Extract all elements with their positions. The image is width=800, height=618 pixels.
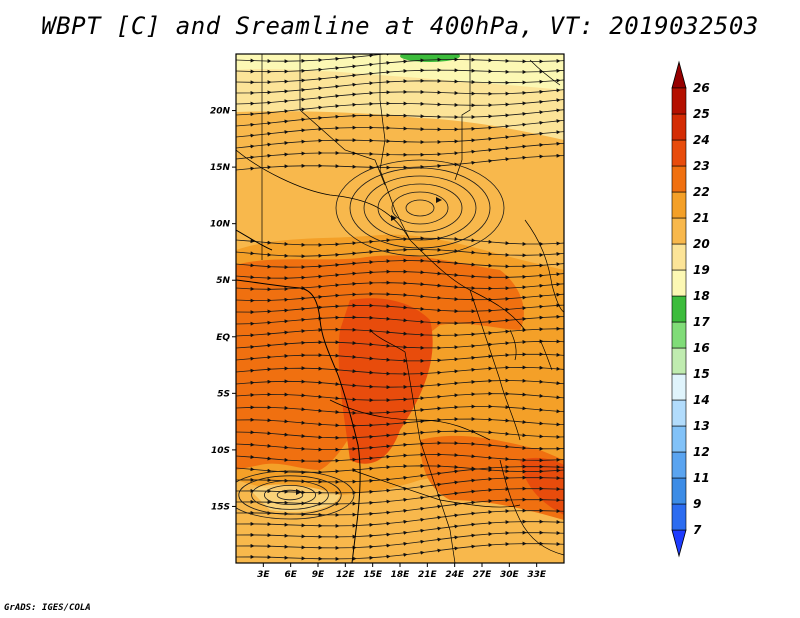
lon-tick-label: 3E <box>257 570 270 580</box>
streamline-arrow <box>391 215 397 221</box>
colorbar-label: 18 <box>693 289 710 303</box>
lat-tick-label: 5S <box>217 389 230 399</box>
colorbar: 7 9 11 12 13 14 15 16 17 18 19 20 21 22 23 24 25 26 <box>671 60 710 558</box>
streamline <box>236 541 564 561</box>
lon-tick-label: 6E <box>284 570 297 580</box>
longitude-axis: 3E 6E 9E 12E 15E 18E 21E 24E 27E 30E 33E <box>257 563 547 580</box>
colorbar-swatch <box>671 321 687 349</box>
colorbar-label: 17 <box>693 315 710 329</box>
streamline-vortex <box>236 470 355 520</box>
streamline <box>236 339 564 350</box>
footer-credit: GrADS: IGES/COLA <box>4 603 91 613</box>
streamline-arrow <box>436 197 442 203</box>
streamline <box>236 352 564 363</box>
streamline <box>236 441 564 452</box>
colorbar-label: 14 <box>693 393 710 407</box>
streamline-vortex <box>349 167 491 249</box>
colorbar-label: 12 <box>693 445 710 459</box>
streamline <box>236 391 564 403</box>
colorbar-label: 20 <box>693 237 710 251</box>
streamline-vortex <box>263 484 316 505</box>
lat-tick-label: 15N <box>210 163 231 173</box>
colorbar-label: 23 <box>693 159 710 173</box>
streamline <box>236 153 564 171</box>
lon-tick-label: 21E <box>418 570 438 580</box>
colorbar-swatch <box>671 269 687 297</box>
streamline-vortex <box>335 159 505 257</box>
colorbar-label: 25 <box>693 107 710 121</box>
colorbar-swatch <box>671 373 687 401</box>
latitude-axis: 20N 15N 10N 5N EQ 5S 10S 15S <box>210 107 236 512</box>
colorbar-swatch <box>671 347 687 375</box>
colorbar-swatch <box>671 425 687 453</box>
colorbar-swatch <box>671 399 687 427</box>
lon-tick-label: 15E <box>363 570 383 580</box>
lon-tick-label: 27E <box>473 570 493 580</box>
lat-tick-label: 15S <box>211 502 230 512</box>
streamline <box>236 269 564 281</box>
streamlines <box>236 54 564 561</box>
lat-tick-label: 10S <box>211 446 230 456</box>
streamline-arrow <box>296 489 302 495</box>
colorbar-label: 19 <box>693 263 710 277</box>
streamline <box>236 378 564 390</box>
streamline <box>236 365 564 377</box>
streamline-vortex <box>238 475 342 515</box>
streamline <box>236 326 564 338</box>
lat-tick-label: 20N <box>210 107 231 117</box>
colorbar-swatch <box>671 113 687 141</box>
streamline <box>236 258 564 270</box>
colorbar-label: 7 <box>693 523 702 537</box>
lat-tick-label: 10N <box>210 220 231 230</box>
colorbar-swatch <box>671 165 687 193</box>
colorbar-label: 21 <box>693 211 710 225</box>
streamline <box>236 314 564 326</box>
lon-tick-label: 18E <box>391 570 411 580</box>
colorbar-label: 13 <box>693 419 710 433</box>
colorbar-label: 24 <box>693 133 710 147</box>
streamline <box>236 280 564 292</box>
streamline <box>236 416 564 428</box>
streamline-vortex <box>276 489 304 501</box>
colorbar-label: 22 <box>693 185 710 199</box>
colorbar-swatch <box>671 191 687 219</box>
colorbar-swatch <box>671 217 687 245</box>
streamline-vortex <box>405 199 435 217</box>
colorbar-under-arrow <box>671 529 687 558</box>
colorbar-swatch <box>671 139 687 167</box>
lat-tick-label: EQ <box>216 333 230 343</box>
streamline <box>236 247 564 259</box>
streamline <box>236 452 564 464</box>
colorbar-over-arrow <box>671 60 687 89</box>
colorbar-label: 26 <box>693 81 710 95</box>
colorbar-label: 16 <box>693 341 710 355</box>
streamline <box>236 303 564 315</box>
colorbar-swatch <box>671 295 687 323</box>
streamline-vortex <box>391 191 449 225</box>
lon-tick-label: 12E <box>336 570 356 580</box>
colorbar-label: 15 <box>693 367 710 381</box>
colorbar-label: 11 <box>693 471 710 485</box>
lat-tick-label: 5N <box>216 276 230 286</box>
wbpt-field <box>236 54 564 563</box>
map-title: WBPT [C] and Sreamline at 400hPa, VT: 20… <box>41 12 759 40</box>
colorbar-swatch <box>671 477 687 505</box>
coastlines-borders <box>236 54 564 563</box>
lon-tick-label: 33E <box>527 570 547 580</box>
lon-tick-label: 9E <box>312 570 325 580</box>
colorbar-swatch <box>671 243 687 271</box>
colorbar-swatch <box>671 451 687 479</box>
streamline <box>236 429 564 440</box>
colorbar-label: 9 <box>693 497 701 511</box>
streamline-vortex <box>251 480 329 510</box>
streamline-vortex <box>363 175 477 241</box>
streamline <box>236 291 564 303</box>
streamline <box>236 404 564 416</box>
colorbar-swatch <box>671 503 687 531</box>
lon-tick-label: 30E <box>500 570 520 580</box>
colorbar-swatch <box>671 87 687 115</box>
lon-tick-label: 24E <box>445 570 465 580</box>
